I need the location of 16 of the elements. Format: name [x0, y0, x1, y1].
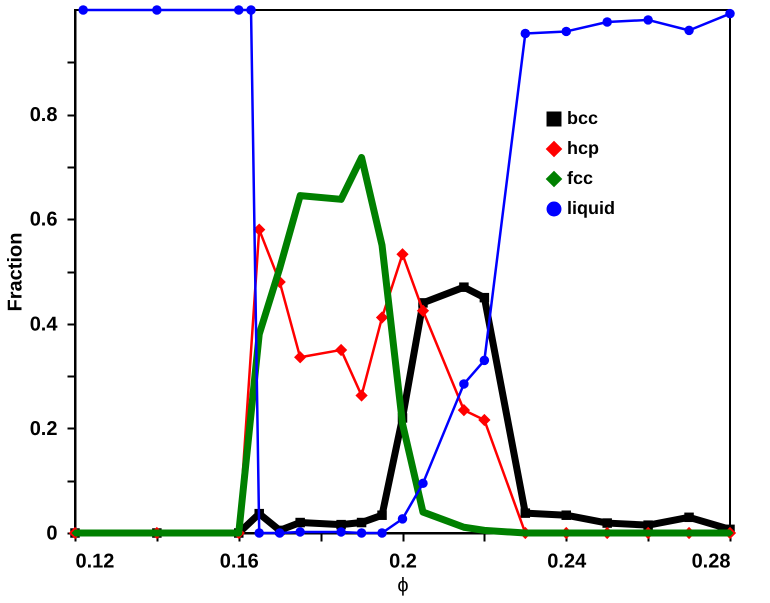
x-tick-label: 0.24 [547, 550, 588, 572]
x-tick-label: 0.12 [76, 550, 114, 572]
legend-label: liquid [567, 198, 615, 218]
y-tick-label: 0.4 [30, 313, 58, 336]
x-tick-label: 0.16 [220, 550, 259, 572]
y-tick-label: 0.2 [30, 418, 58, 440]
x-tick-label: 0.28 [692, 550, 730, 572]
legend-label: fcc [567, 168, 594, 188]
y-tick-label: 0.6 [30, 208, 58, 231]
y-tick-label: 0 [46, 522, 58, 544]
y-axis-title: Fraction [4, 232, 27, 312]
x-axis-title: ϕ [397, 574, 409, 596]
y-tick-label: 0.8 [30, 104, 58, 126]
legend-label: hcp [567, 138, 600, 158]
legend-label: bcc [567, 108, 598, 128]
x-tick-label: 0.2 [389, 550, 417, 572]
